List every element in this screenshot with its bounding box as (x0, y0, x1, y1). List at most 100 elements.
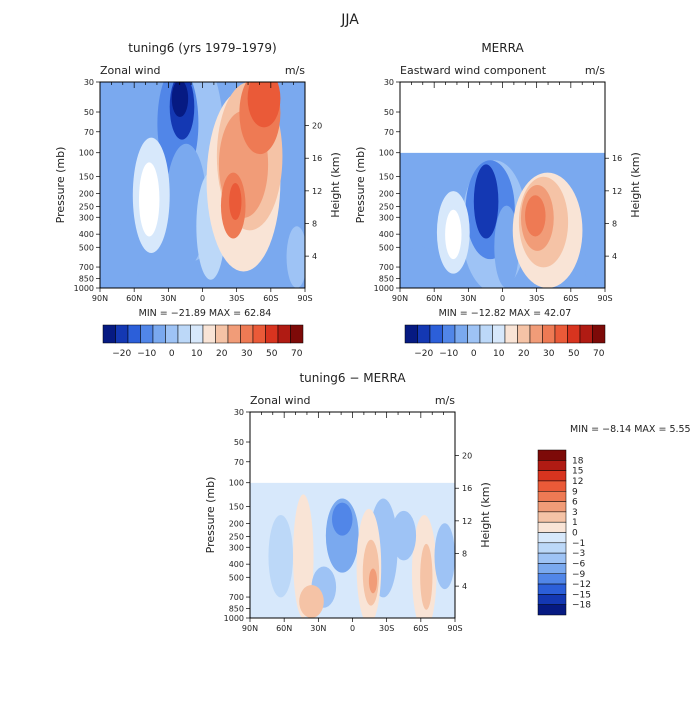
colorbar-label: 10 (191, 349, 203, 359)
colorbar-label: −10 (439, 349, 458, 359)
pressure-tick-label: 200 (379, 189, 394, 198)
y2-axis-label: Height (km) (329, 152, 342, 218)
pressure-tick-label: 1000 (224, 614, 244, 623)
colorbar-label: 70 (291, 349, 303, 359)
colorbar-swatch (537, 501, 567, 513)
contour-region (100, 220, 141, 288)
pressure-tick-label: 100 (79, 149, 94, 158)
x-tick-label: 30S (229, 294, 244, 303)
y-axis-label: Pressure (mb) (354, 147, 367, 224)
colorbar-label: 0 (169, 349, 175, 359)
colorbar-swatch (277, 324, 291, 344)
colorbar-swatch (537, 583, 567, 595)
units-label: m/s (435, 394, 455, 407)
height-tick-label: 20 (462, 452, 472, 461)
colorbar-swatch (127, 324, 141, 344)
x-tick-label: 30N (460, 294, 476, 303)
contour-region (138, 162, 160, 237)
colorbar-swatch (140, 324, 154, 344)
x-tick-label: 60N (426, 294, 442, 303)
colorbar-swatch (102, 324, 116, 344)
units-label: m/s (285, 64, 305, 77)
colorbar-label: 6 (572, 498, 578, 508)
colorbar-swatch (537, 521, 567, 533)
units-label: m/s (585, 64, 605, 77)
x-tick-label: 30N (310, 624, 326, 633)
pressure-tick-label: 500 (229, 573, 244, 582)
height-tick-label: 4 (462, 582, 467, 591)
pressure-tick-label: 70 (84, 128, 94, 137)
colorbar-swatch (479, 324, 493, 344)
colorbar-swatch (537, 552, 567, 564)
colorbar-label: 10 (493, 349, 505, 359)
contour-region (525, 195, 546, 237)
colorbar-swatch (467, 324, 481, 344)
colorbar-swatch (454, 324, 468, 344)
colorbar-swatch (529, 324, 543, 344)
height-tick-label: 20 (312, 122, 322, 131)
pressure-tick-label: 30 (234, 408, 244, 417)
x-tick-label: 90S (297, 294, 312, 303)
pressure-tick-label: 200 (229, 519, 244, 528)
colorbar-swatch (579, 324, 593, 344)
colorbar-swatch (190, 324, 204, 344)
colorbar-label: −6 (572, 559, 586, 569)
colorbar-swatch (202, 324, 216, 344)
height-tick-label: 8 (462, 549, 467, 558)
x-tick-label: 0 (500, 294, 505, 303)
height-tick-label: 8 (612, 219, 617, 228)
colorbar-label: 30 (241, 349, 253, 359)
pressure-tick-label: 150 (379, 173, 394, 182)
colorbar-label: 30 (543, 349, 555, 359)
contour-field (100, 82, 305, 288)
pressure-tick-label: 850 (229, 604, 244, 613)
colorbar-swatch (177, 324, 191, 344)
pressure-tick-label: 50 (384, 108, 394, 117)
colorbar-swatch (537, 480, 567, 492)
colorbar-label: 20 (518, 349, 530, 359)
x-tick-label: 90N (92, 294, 108, 303)
pressure-tick-label: 300 (79, 213, 94, 222)
colorbar-label: −1 (572, 539, 585, 549)
contour-region (171, 82, 189, 118)
colorbar-swatch (504, 324, 518, 344)
colorbar-swatch (115, 324, 129, 344)
contour-field (400, 152, 605, 288)
pressure-tick-label: 700 (229, 593, 244, 602)
colorbar-swatch (265, 324, 279, 344)
x-tick-label: 30S (529, 294, 544, 303)
min-max-stats: MIN = −8.14 MAX = 5.55 (570, 424, 691, 435)
pressure-tick-label: 150 (229, 503, 244, 512)
variable-label: Eastward wind component (400, 64, 547, 77)
colorbar-label: 12 (572, 477, 583, 487)
pressure-tick-label: 70 (234, 458, 244, 467)
colorbar-label: −15 (572, 590, 591, 600)
panel-title: tuning6 (yrs 1979–1979) (128, 41, 276, 55)
pressure-tick-label: 100 (379, 149, 394, 158)
colorbar-swatch (537, 511, 567, 523)
pressure-tick-label: 30 (384, 78, 394, 87)
x-tick-label: 90N (242, 624, 258, 633)
colorbar-swatch (554, 324, 568, 344)
colorbar-swatch (537, 532, 567, 544)
colorbar-swatch (252, 324, 266, 344)
y2-axis-label: Height (km) (629, 152, 642, 218)
contour-region (434, 523, 455, 590)
min-max-stats: MIN = −21.89 MAX = 62.84 (139, 308, 272, 319)
panel-title: tuning6 − MERRA (299, 371, 406, 385)
colorbar-swatch (215, 324, 229, 344)
x-tick-label: 30S (379, 624, 394, 633)
height-tick-label: 16 (612, 154, 622, 163)
x-tick-label: 90S (447, 624, 462, 633)
pressure-tick-label: 400 (379, 230, 394, 239)
pressure-tick-label: 700 (79, 263, 94, 272)
contour-region (494, 205, 519, 288)
panel-title: MERRA (481, 41, 524, 55)
colorbar: −20 −10 0 10 20 30 50 70 (404, 324, 606, 359)
colorbar-swatch (537, 491, 567, 502)
height-tick-label: 16 (462, 484, 472, 493)
pressure-tick-label: 700 (379, 263, 394, 272)
x-tick-label: 60N (276, 624, 292, 633)
